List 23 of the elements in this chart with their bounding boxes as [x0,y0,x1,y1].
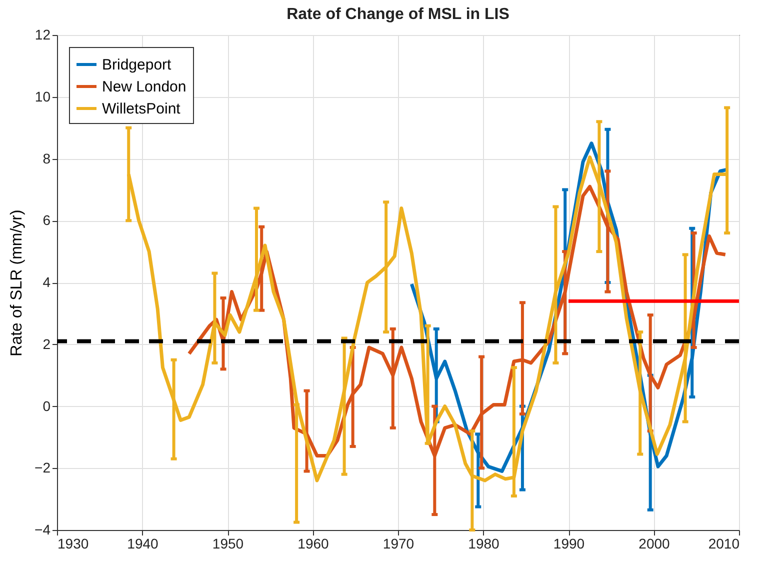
x-tick-label: 1980 [468,536,500,552]
y-tick-label: −2 [34,460,51,476]
y-tick-label: 0 [42,398,51,414]
x-tick-label: 1970 [382,536,414,552]
legend-label: Bridgeport [102,56,172,74]
y-axis-title: Rate of SLR (mm/yr) [8,210,26,356]
y-tick-label: 4 [42,274,51,290]
y-tick-label: 2 [42,336,51,352]
chart-title: Rate of Change of MSL in LIS [286,6,510,23]
y-tick-label: 12 [34,26,51,42]
x-tick-label: 1930 [58,536,89,552]
y-tick-label: −4 [34,522,51,538]
y-tick-label: 10 [34,88,51,104]
x-tick-label: 1960 [298,536,330,552]
legend-label: New London [102,78,186,96]
x-tick-label: 1990 [553,536,585,552]
legend-label: WilletsPoint [102,100,182,118]
x-tick-label: 1950 [212,536,244,552]
x-tick-label: 1940 [127,536,159,552]
y-tick-label: 8 [42,150,51,166]
x-tick-label: 2000 [638,536,670,552]
x-tick-label: 2010 [708,536,740,552]
y-tick-label: 6 [42,212,51,228]
